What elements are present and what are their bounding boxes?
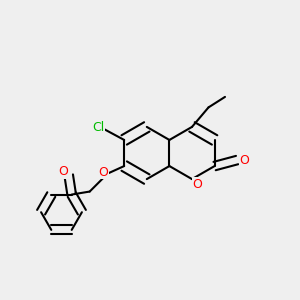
Text: Cl: Cl bbox=[92, 122, 104, 134]
Text: O: O bbox=[98, 166, 108, 178]
Text: O: O bbox=[193, 178, 202, 191]
Text: O: O bbox=[240, 154, 250, 166]
Text: O: O bbox=[58, 165, 68, 178]
